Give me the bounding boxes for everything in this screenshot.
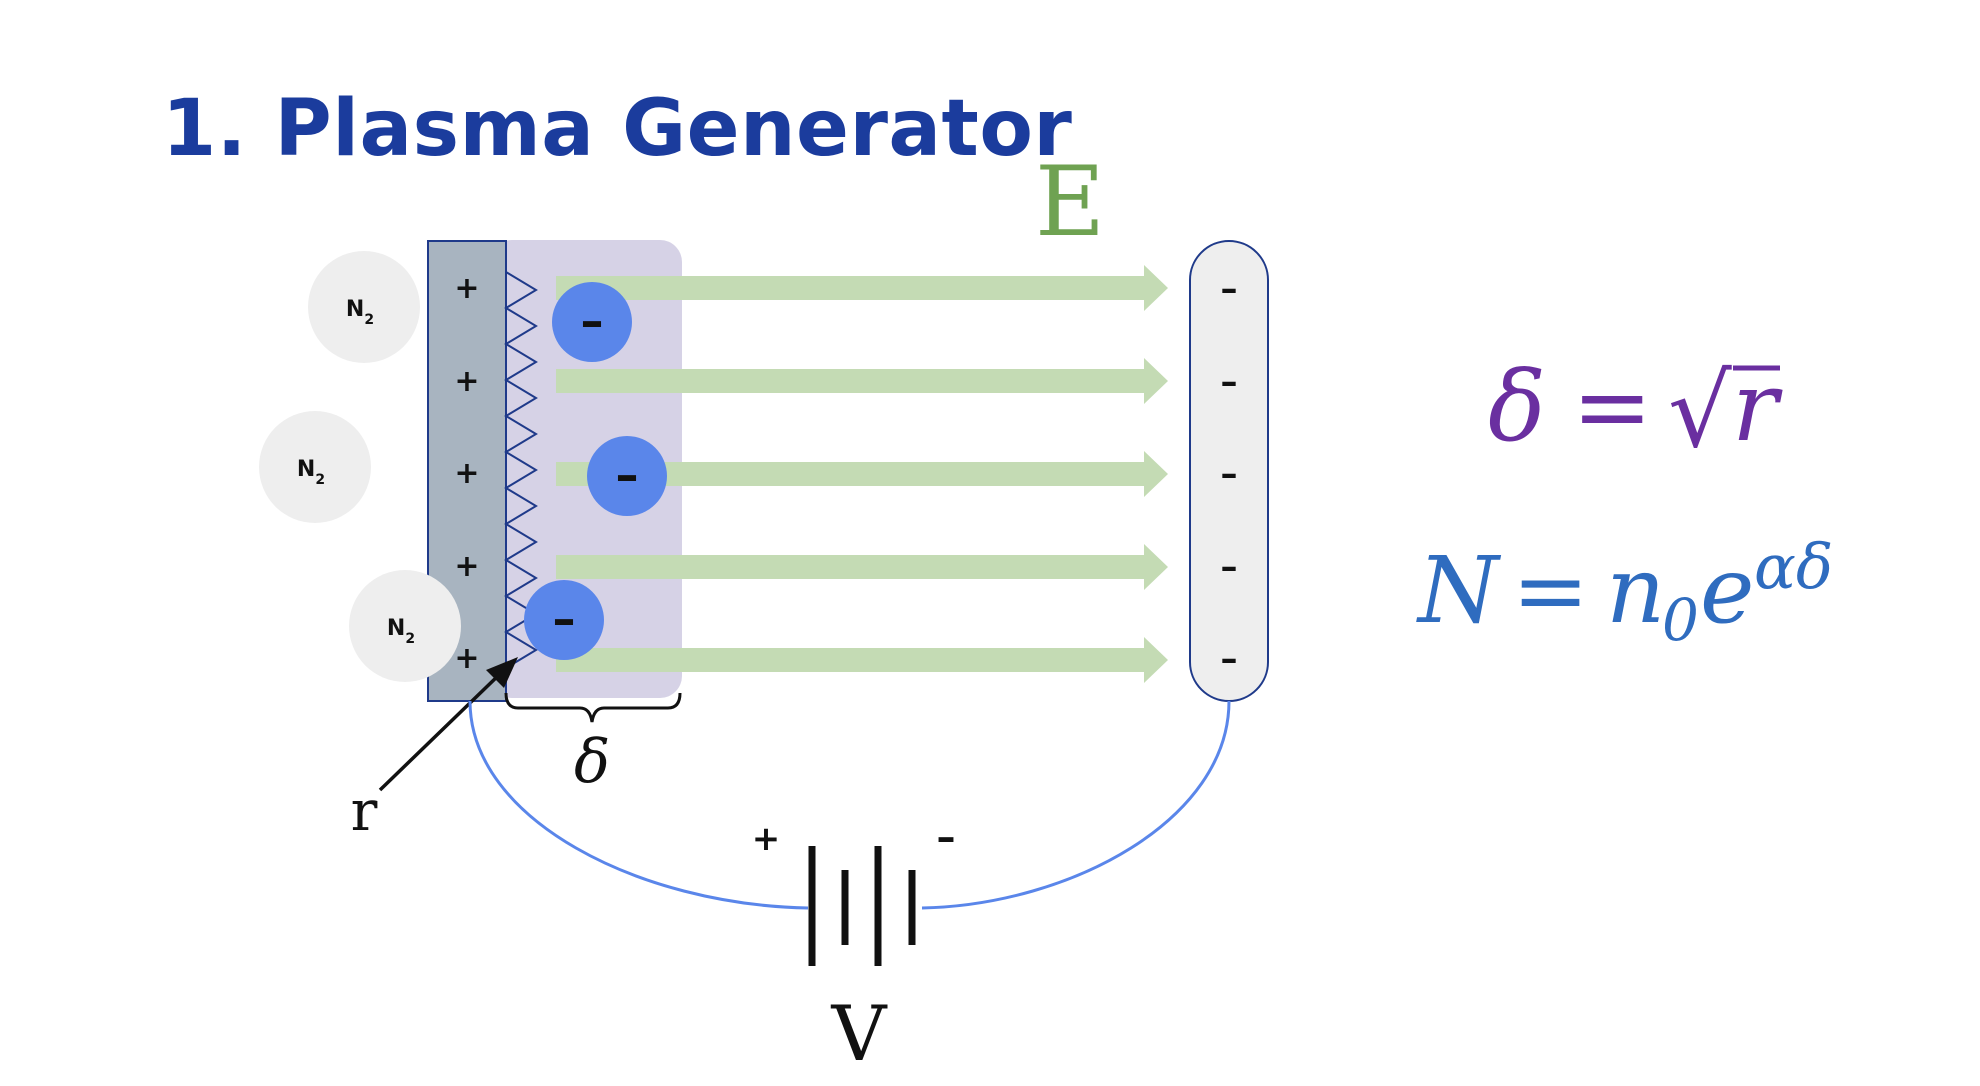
electrode-sharp-tips	[504, 271, 538, 669]
eq2-e: e	[1700, 537, 1754, 644]
molecule-1	[308, 251, 420, 363]
radius-arrow-shaft	[378, 670, 504, 792]
molecule-3-label: N2	[387, 616, 415, 647]
electron-1-sign: –	[581, 294, 604, 348]
battery-minus: –	[937, 815, 956, 859]
field-arrow-1	[556, 265, 1168, 311]
molecule-2-label: N2	[297, 457, 325, 488]
molecule-2	[259, 411, 371, 523]
collector-minus-3: –	[1221, 454, 1238, 494]
electrode-plus-4: +	[454, 549, 479, 584]
battery-plus: +	[752, 819, 781, 859]
molecule-3	[349, 570, 461, 682]
wire-right	[921, 700, 1231, 910]
eq2-subscript: 0	[1662, 586, 1699, 654]
eq2-exponent: αδ	[1754, 530, 1833, 603]
wire-left	[468, 700, 809, 910]
electron-2	[587, 436, 667, 516]
eq2-equals: =	[1512, 537, 1589, 644]
delta-label: δ	[574, 727, 610, 797]
field-arrow-3	[556, 451, 1168, 497]
collector-minus-2: –	[1221, 362, 1238, 402]
eq1-sqrt: √	[1668, 353, 1732, 470]
electrons: – – –	[524, 282, 667, 660]
collector-minus-4: –	[1221, 547, 1238, 587]
electron-2-sign: –	[616, 448, 639, 502]
field-arrow-2	[556, 358, 1168, 404]
electron-1	[552, 282, 632, 362]
eq1-lhs: δ	[1488, 351, 1546, 463]
delta-brace	[504, 692, 682, 723]
voltage-label: V	[831, 989, 888, 1078]
electrode-plus-3: +	[454, 456, 479, 491]
electron-3	[524, 580, 604, 660]
battery	[808, 846, 916, 966]
collector-minus-1: –	[1221, 269, 1238, 309]
equation-delta-sqrt-r: δ = √ r	[1488, 351, 1783, 470]
electrode-plus-2: +	[454, 364, 479, 399]
collector-minus-5: –	[1221, 639, 1238, 679]
electrode-plus-1: +	[454, 271, 479, 306]
field-label-e: E	[1035, 146, 1105, 258]
slide-title: 1. Plasma Generator	[162, 84, 1073, 174]
eq1-equals: =	[1572, 351, 1652, 463]
eq2-lhs: N	[1416, 537, 1502, 644]
eq2-n: n	[1606, 537, 1665, 644]
field-arrow-5	[556, 637, 1168, 683]
electrode-plus-5: +	[454, 641, 479, 676]
eq1-rhs: r	[1732, 351, 1783, 463]
molecule-1-label: N2	[346, 297, 374, 328]
electron-3-sign: –	[553, 592, 576, 646]
radius-label: r	[351, 779, 378, 844]
nitrogen-molecules: N2 N2 N2	[259, 251, 461, 682]
radius-arrow-head	[486, 657, 518, 688]
field-arrow-4	[556, 544, 1168, 590]
equation-n-n0-exp: N = n 0 e αδ	[1416, 530, 1833, 654]
